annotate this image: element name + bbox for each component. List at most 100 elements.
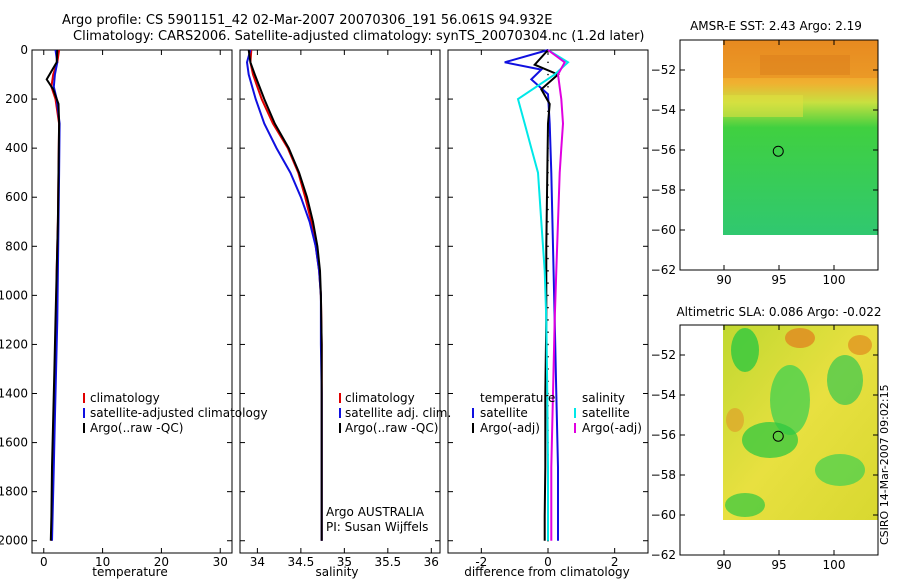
legend-label-sal-argo: Argo(-adj)	[582, 421, 642, 435]
difference-xlabel: difference from climatology	[464, 565, 630, 579]
zero-dot	[547, 233, 549, 235]
temperature-ticks: 0 10 20 30 0 200 400 600 800 1000 1200 1400 1600 1800…	[0, 43, 232, 569]
zero-dot	[547, 245, 549, 248]
legend-label-argo: Argo(..raw -QC)	[90, 421, 183, 435]
zero-dot	[547, 86, 549, 88]
sst-map-panel: AMSR-E SST: 2.43 Argo: 2.19 90 95 100 −52 −5…	[651, 19, 879, 287]
y-tick-label: −60	[651, 223, 676, 237]
x-tick-label: -2	[475, 555, 487, 569]
legend-label-satellite: satellite adj. clim.	[345, 406, 451, 420]
x-tick-label: 30	[213, 555, 228, 569]
x-tick-label: 34	[250, 555, 265, 569]
legend-label-climatology: climatology	[90, 391, 160, 405]
x-tick-label: 35	[337, 555, 352, 569]
sla-eddy	[770, 365, 810, 435]
salinity-xlabel: salinity	[315, 565, 358, 579]
legend-title-salinity: salinity	[582, 391, 625, 405]
y-tick-label: −56	[651, 143, 676, 157]
salinity-axes-frame	[239, 49, 441, 554]
y-tick-label: −58	[651, 183, 676, 197]
y-tick-label: −62	[651, 548, 676, 562]
x-tick-label: 34.5	[288, 555, 315, 569]
sla-eddy	[827, 355, 863, 405]
series-line	[249, 49, 323, 541]
y-tick-label: −52	[651, 348, 676, 362]
y-tick-label: 600	[5, 190, 28, 204]
sla-eddy	[731, 328, 759, 372]
sst-warm-patch	[723, 40, 878, 78]
x-tick-label: 90	[716, 273, 731, 287]
series-line	[45, 49, 61, 541]
salinity-legend: climatology satellite adj. clim. Argo(..…	[339, 391, 451, 435]
sla-eddy	[742, 422, 798, 458]
x-tick-label: 2	[611, 555, 619, 569]
y-tick-label: −54	[651, 388, 676, 402]
sla-ticks: 90 95 100 −52 −54 −56 −58 −60 −62	[651, 325, 878, 572]
y-tick-label: 200	[5, 92, 28, 106]
temperature-series	[45, 49, 61, 541]
y-tick-label: 1800	[0, 485, 28, 499]
zero-dot	[547, 282, 549, 284]
sla-warm-spot	[726, 408, 744, 432]
zero-dot	[547, 331, 549, 333]
zero-dot	[547, 61, 549, 64]
y-tick-label: −62	[651, 263, 676, 277]
series-line	[547, 49, 566, 541]
sst-yellow-band	[723, 95, 803, 117]
series-line	[245, 49, 323, 541]
x-tick-label: 100	[823, 273, 846, 287]
legend-label-argo: Argo(..raw -QC)	[345, 421, 438, 435]
temperature-xlabel: temperature	[92, 565, 167, 579]
x-tick-label: 10	[95, 555, 110, 569]
zero-dot	[547, 306, 549, 309]
y-tick-label: −58	[651, 468, 676, 482]
temperature-panel: 0 10 20 30 0 200 400 600 800 1000 1200 1400 1600 1800…	[0, 43, 268, 579]
legend-label-temp-argo: Argo(-adj)	[480, 421, 540, 435]
series-line	[516, 49, 570, 541]
sla-warm-spot	[785, 328, 815, 348]
x-tick-label: 36	[424, 555, 439, 569]
x-tick-label: 100	[823, 558, 846, 572]
x-tick-label: 90	[716, 558, 731, 572]
sla-map-panel: Altimetric SLA: 0.086 Argo: -0.022 90 95 1…	[651, 305, 882, 572]
legend-title-temperature: temperature	[480, 391, 555, 405]
credit-pi: PI: Susan Wijffels	[326, 520, 428, 534]
zero-dot	[547, 294, 549, 297]
x-tick-label: 95	[771, 273, 786, 287]
sst-map-title: AMSR-E SST: 2.43 Argo: 2.19	[690, 19, 862, 33]
x-tick-label: 0	[544, 555, 552, 569]
legend-label-temp-satellite: satellite	[480, 406, 528, 420]
y-tick-label: −54	[651, 103, 676, 117]
x-tick-label: 95	[771, 558, 786, 572]
sla-warm-spot	[848, 335, 872, 355]
temperature-legend: climatology satellite-adjusted climatolo…	[83, 391, 268, 435]
series-line	[247, 49, 323, 541]
figure-title-line2: Climatology: CARS2006. Satellite-adjuste…	[73, 29, 645, 44]
y-tick-label: 800	[5, 239, 28, 253]
legend-label-sal-satellite: satellite	[582, 406, 630, 420]
y-tick-label: −52	[651, 63, 676, 77]
y-tick-label: 1000	[0, 288, 28, 302]
difference-series	[504, 49, 570, 542]
x-tick-label: 0	[40, 555, 48, 569]
salinity-ticks: 34 34.5 35 35.5 36	[240, 49, 440, 569]
sla-eddy	[725, 493, 765, 517]
legend-label-climatology: climatology	[345, 391, 415, 405]
x-tick-label: 35.5	[374, 555, 401, 569]
difference-legend: temperature satellite Argo(-adj) salinit…	[472, 391, 642, 435]
y-tick-label: 1400	[0, 387, 28, 401]
legend-label-satellite: satellite-adjusted climatology	[90, 406, 268, 420]
zero-dot	[547, 270, 549, 272]
sst-ticks: 90 95 100 −52 −54 −56 −58 −60 −62	[651, 40, 878, 287]
sla-float-marker	[772, 430, 784, 442]
difference-panel: -2 0 2 difference from climatology tempera…	[447, 49, 649, 579]
temperature-axes-frame	[31, 49, 233, 554]
y-tick-label: 2000	[0, 534, 28, 548]
series-line	[504, 49, 559, 541]
sla-eddy	[815, 454, 865, 486]
salinity-series	[245, 49, 323, 541]
zero-dot	[547, 319, 549, 321]
zero-dot	[547, 73, 549, 76]
y-tick-label: 1200	[0, 337, 28, 351]
